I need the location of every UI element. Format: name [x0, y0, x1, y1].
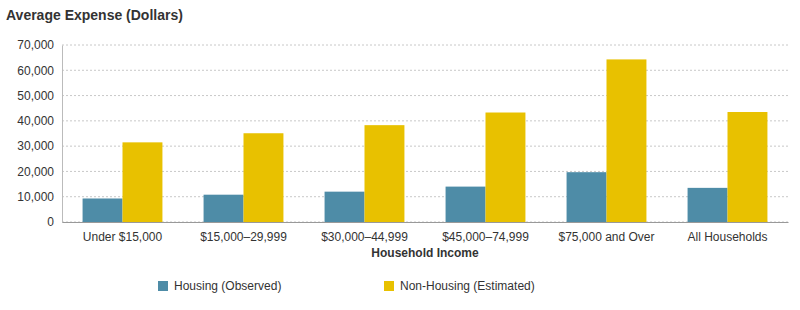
legend-swatch	[158, 281, 168, 291]
grid	[62, 45, 788, 222]
x-tick-label: All Households	[687, 230, 767, 244]
x-tick: $75,000 and Over	[558, 222, 654, 244]
chart-svg: 0 10,000 20,000 30,000 40,000 50,000 60,000 70,…	[0, 0, 800, 310]
legend-item: Non-Housing (Estimated)	[384, 279, 535, 293]
y-tick-label: 40,000	[17, 114, 54, 128]
grid-line	[62, 196, 788, 197]
y-tick-label: 10,000	[17, 190, 54, 204]
grid-line	[62, 120, 788, 121]
legend-item: Housing (Observed)	[158, 279, 281, 293]
y-tick: 40,000	[17, 114, 62, 128]
grid-line	[62, 146, 788, 147]
x-tick-label: $15,000–29,999	[200, 230, 287, 244]
x-axis-line	[63, 222, 789, 223]
legend: Housing (Observed) Non-Housing (Estimated…	[158, 279, 535, 293]
bar	[365, 125, 405, 222]
bar	[123, 142, 163, 222]
legend-label: Housing (Observed)	[174, 279, 281, 293]
bar	[486, 113, 526, 222]
x-axis: Under $15,000 $15,000–29,999 $30,000–44,99…	[63, 222, 789, 244]
bar	[83, 198, 123, 222]
chart-title: Average Expense (Dollars)	[6, 7, 183, 23]
y-tick-label: 50,000	[17, 89, 54, 103]
y-tick: 50,000	[17, 89, 62, 103]
x-tick: $45,000–74,999	[442, 222, 529, 244]
legend-swatch	[384, 281, 394, 291]
y-tick-label: 30,000	[17, 139, 54, 153]
x-tick: $15,000–29,999	[200, 222, 287, 244]
x-tick: All Households	[687, 222, 767, 244]
y-tick-label: 60,000	[17, 64, 54, 78]
y-axis-line	[62, 46, 63, 223]
plot: 0 10,000 20,000 30,000 40,000 50,000 60,000 70,…	[17, 38, 788, 243]
y-tick: 20,000	[17, 165, 62, 179]
bar-series	[123, 59, 768, 222]
x-tick-label: Under $15,000	[83, 230, 163, 244]
y-tick: 30,000	[17, 139, 62, 153]
y-tick: 70,000	[17, 38, 62, 52]
bar	[567, 172, 607, 222]
x-tick-label: $45,000–74,999	[442, 230, 529, 244]
x-tick: Under $15,000	[83, 222, 163, 244]
legend-label: Non-Housing (Estimated)	[400, 279, 535, 293]
y-tick: 60,000	[17, 64, 62, 78]
y-tick-label: 0	[47, 215, 54, 229]
chart-container: 0 10,000 20,000 30,000 40,000 50,000 60,000 70,…	[0, 0, 800, 310]
bar	[446, 187, 486, 222]
bar	[244, 133, 284, 222]
grid-line	[62, 222, 788, 223]
x-axis-title: Household Income	[371, 246, 479, 260]
y-axis: 0 10,000 20,000 30,000 40,000 50,000 60,000 70,…	[17, 38, 62, 229]
x-tick-label: $30,000–44,999	[321, 230, 408, 244]
bars	[83, 59, 768, 222]
y-tick: 0	[47, 215, 62, 229]
bar	[325, 192, 365, 222]
grid-line	[62, 95, 788, 96]
grid-line	[62, 171, 788, 172]
bar	[688, 188, 728, 222]
grid-line	[62, 70, 788, 71]
bar	[728, 112, 768, 222]
grid-line	[62, 45, 788, 46]
x-tick: $30,000–44,999	[321, 222, 408, 244]
bar	[204, 195, 244, 222]
y-tick: 10,000	[17, 190, 62, 204]
x-tick-label: $75,000 and Over	[558, 230, 654, 244]
bar	[607, 59, 647, 222]
y-tick-label: 20,000	[17, 165, 54, 179]
y-tick-label: 70,000	[17, 38, 54, 52]
